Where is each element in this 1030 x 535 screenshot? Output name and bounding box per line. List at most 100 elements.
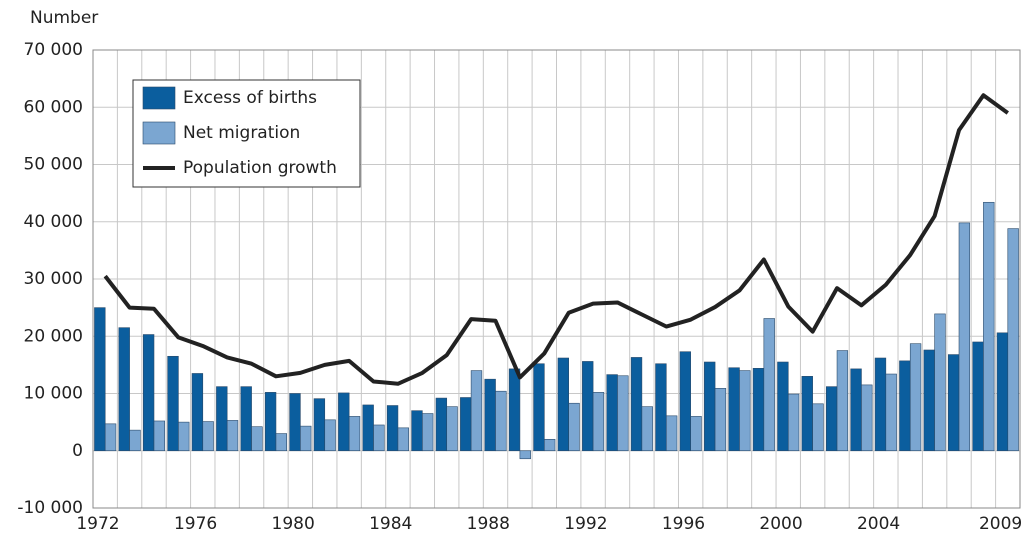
bar	[460, 397, 472, 452]
legend-label: Excess of births	[183, 88, 317, 108]
bar	[752, 368, 765, 452]
bar	[519, 450, 531, 460]
bar	[348, 416, 361, 452]
bar	[104, 423, 117, 452]
bar	[470, 370, 483, 452]
y-tick-label: 0	[72, 441, 83, 461]
bar	[300, 425, 312, 452]
x-tick-label: 1980	[272, 514, 315, 534]
bar	[251, 426, 263, 452]
bar	[435, 397, 448, 452]
bar	[728, 367, 740, 452]
bar	[313, 398, 326, 452]
bar	[568, 402, 580, 452]
bar	[94, 307, 106, 452]
bar	[947, 354, 960, 452]
y-tick-label: 50 000	[24, 155, 83, 175]
bar	[544, 438, 556, 452]
bar	[275, 433, 287, 452]
bar	[787, 393, 800, 452]
y-tick-label: 70 000	[24, 40, 83, 60]
bar	[495, 390, 507, 452]
line	[103, 93, 1009, 386]
bar	[178, 421, 190, 452]
bar	[679, 351, 691, 452]
bar	[289, 393, 301, 452]
bar	[373, 424, 385, 452]
bar	[763, 318, 775, 452]
bar	[167, 355, 179, 452]
x-tick-label: 2000	[759, 514, 802, 534]
bar	[129, 429, 141, 452]
bar	[226, 420, 239, 452]
bar	[582, 361, 594, 452]
y-tick-label: 20 000	[24, 326, 83, 346]
y-tick-label: 30 000	[24, 269, 83, 289]
bar	[264, 392, 277, 452]
bar	[826, 386, 838, 452]
y-tick-label: 60 000	[24, 97, 83, 117]
x-tick-label: 2004	[857, 514, 900, 534]
x-tick-label: 1992	[564, 514, 607, 534]
x-tick-label: 1988	[467, 514, 510, 534]
bar	[508, 368, 521, 452]
legend-swatch	[142, 86, 176, 110]
bar	[1007, 228, 1019, 452]
bar	[153, 420, 166, 452]
bar	[386, 405, 399, 452]
bar	[240, 386, 252, 452]
bar	[630, 357, 643, 452]
x-tick-label: 1984	[369, 514, 412, 534]
bar	[202, 421, 214, 452]
bar	[714, 388, 727, 452]
bar	[850, 368, 862, 452]
bar	[641, 406, 653, 452]
bar	[606, 374, 618, 452]
legend-label: Population growth	[183, 158, 337, 178]
x-tick-label: 1996	[662, 514, 705, 534]
x-tick-label: 1976	[174, 514, 217, 534]
x-tick-label: 2009	[979, 514, 1022, 534]
bar	[874, 357, 887, 452]
bar	[118, 327, 130, 452]
legend-swatch	[142, 121, 176, 145]
bar	[338, 392, 350, 452]
y-axis-label: Number	[30, 8, 98, 28]
bar	[996, 332, 1009, 452]
bar	[812, 403, 824, 452]
bar	[972, 341, 984, 452]
bar	[690, 416, 702, 452]
bar	[836, 350, 849, 452]
bar	[983, 201, 995, 452]
bar	[191, 373, 204, 452]
bar	[923, 349, 935, 452]
bar	[665, 415, 678, 452]
bar	[216, 386, 228, 452]
bar	[324, 419, 336, 452]
bar	[617, 375, 629, 452]
bar	[142, 334, 155, 452]
bar	[909, 343, 922, 452]
plot-frame	[92, 49, 1021, 509]
y-tick-label: -10 000	[17, 498, 83, 518]
y-tick-label: 10 000	[24, 384, 83, 404]
bar	[739, 370, 751, 452]
bar	[899, 360, 911, 452]
bar	[801, 376, 813, 452]
bar	[592, 392, 605, 452]
bar	[411, 410, 423, 452]
bar	[533, 363, 545, 452]
bar	[777, 361, 789, 452]
bar	[934, 313, 946, 452]
bar	[861, 384, 873, 452]
bar	[885, 373, 897, 452]
bar	[484, 378, 496, 452]
bar	[958, 222, 971, 452]
bar	[557, 357, 569, 452]
bar	[362, 404, 374, 452]
bar	[655, 363, 667, 452]
bar	[704, 361, 716, 452]
bar	[446, 406, 458, 452]
x-tick-label: 1972	[76, 514, 119, 534]
